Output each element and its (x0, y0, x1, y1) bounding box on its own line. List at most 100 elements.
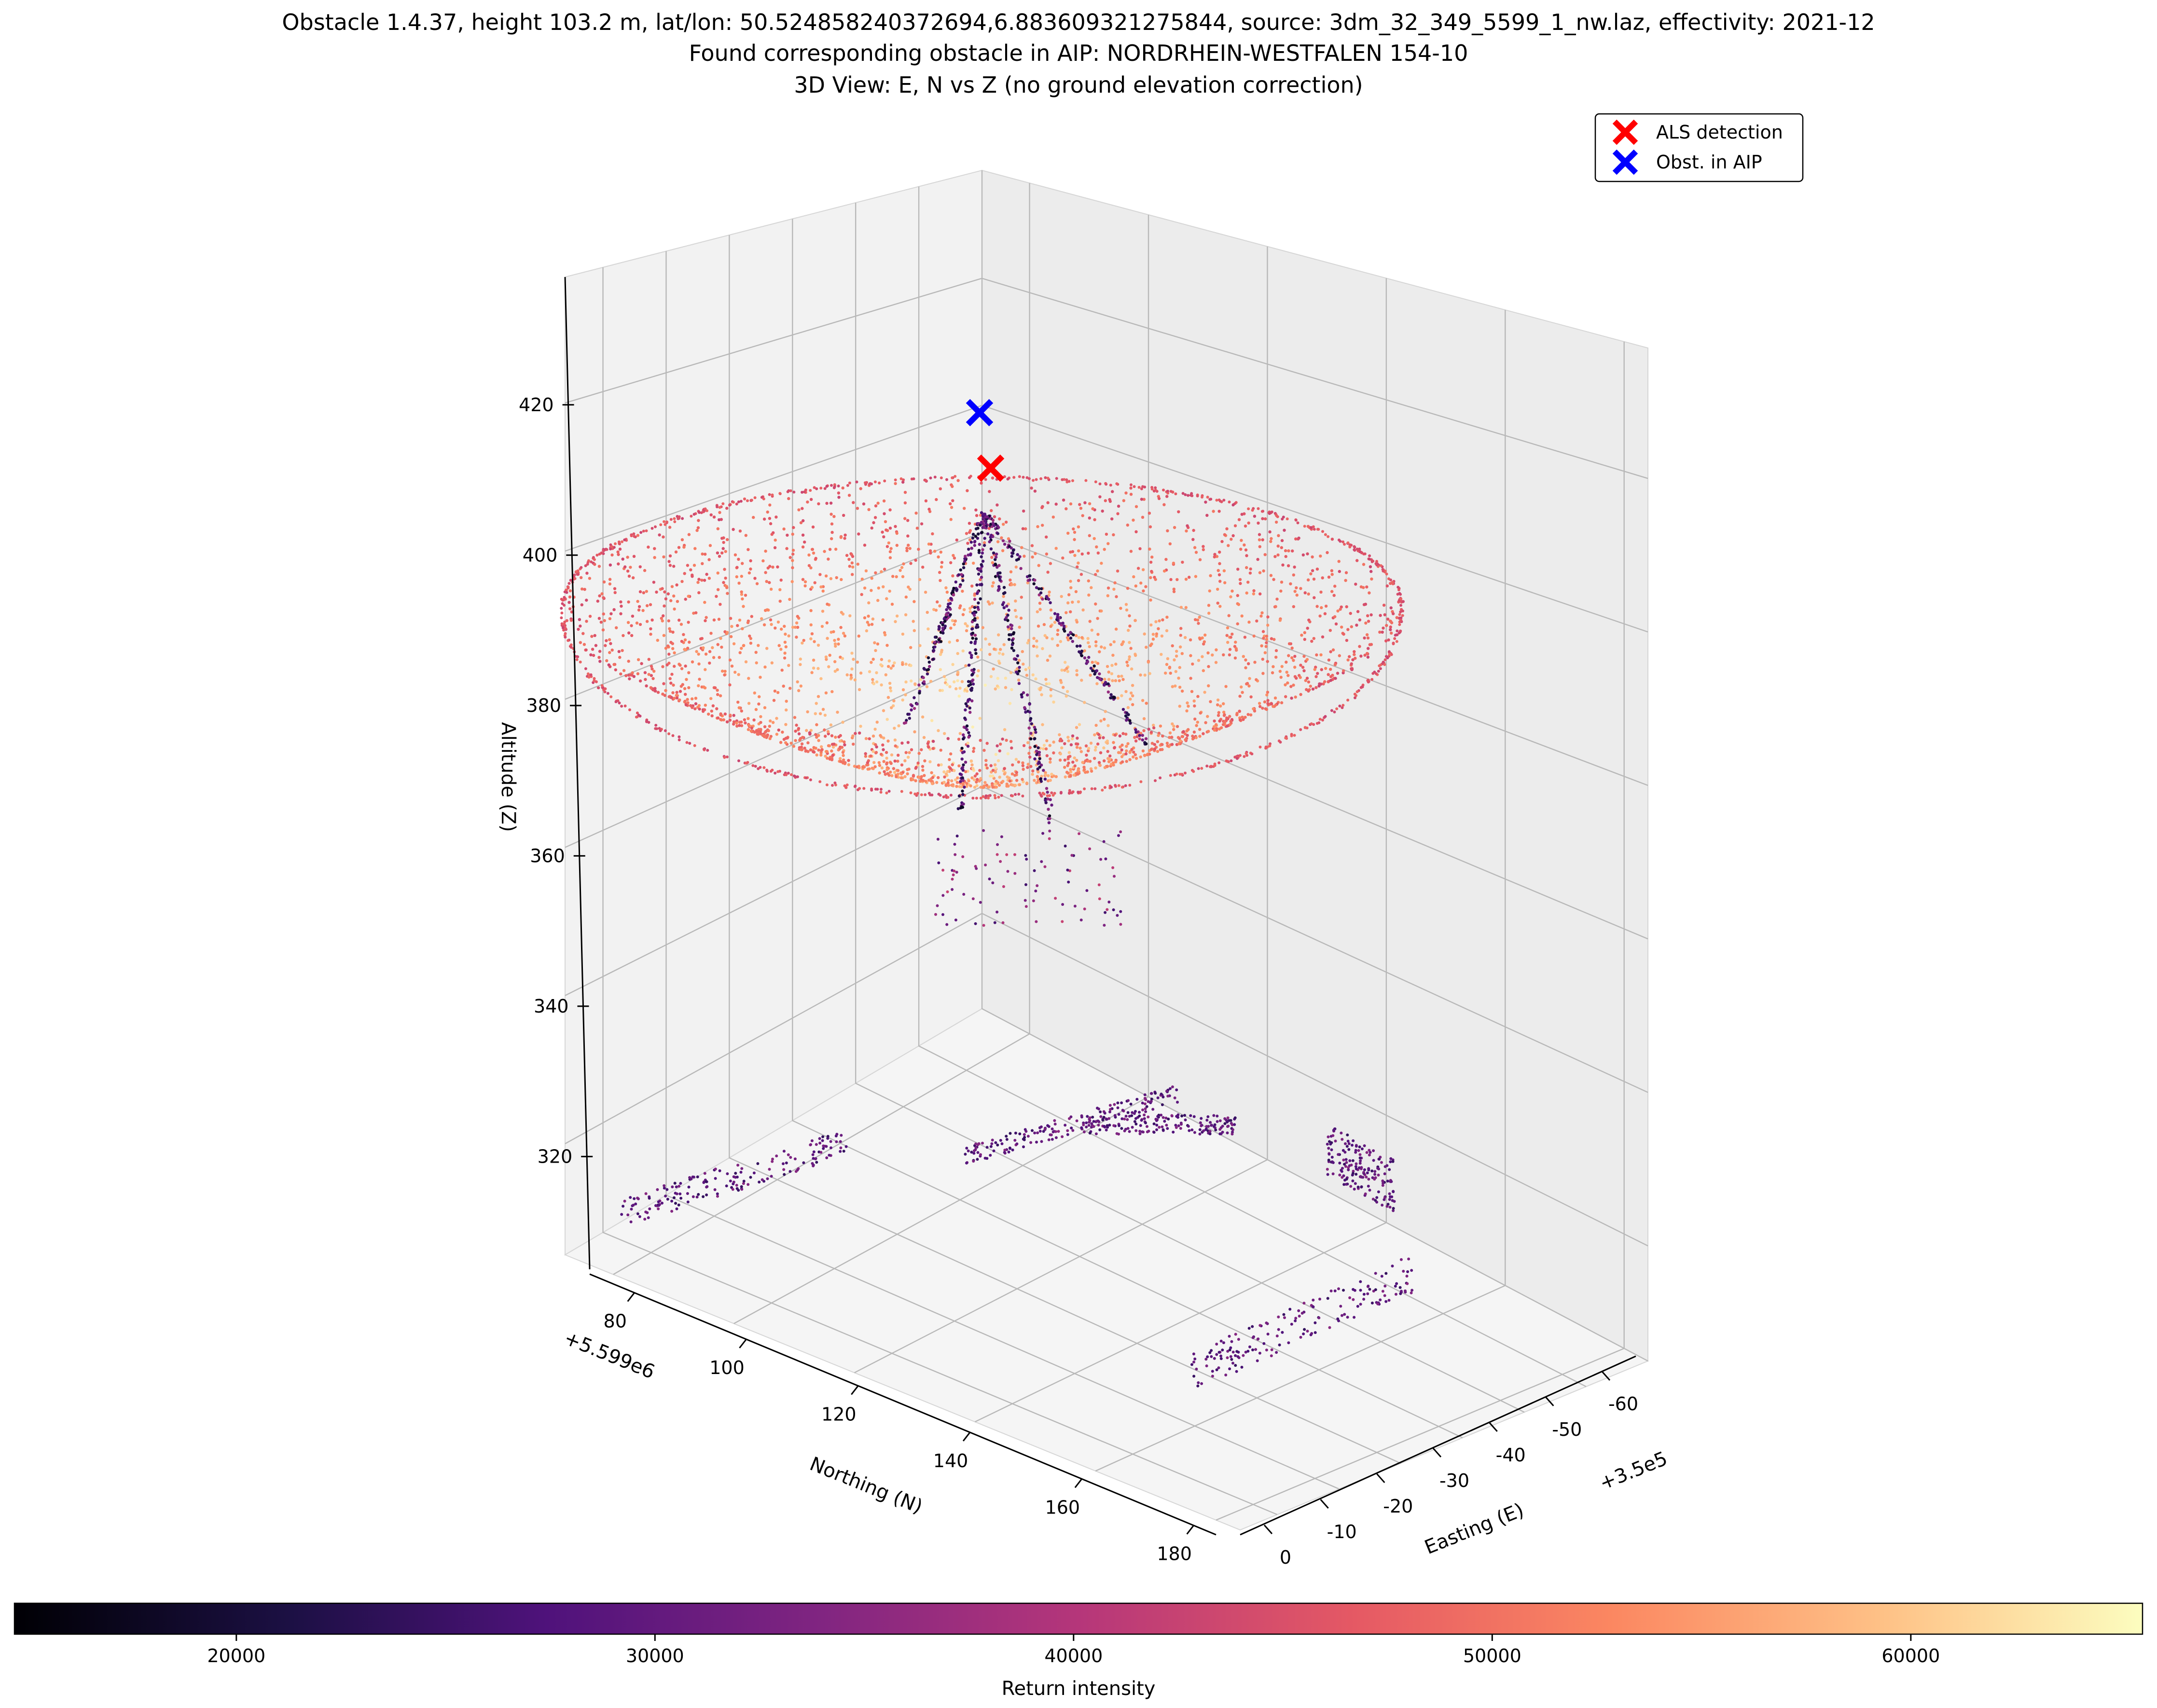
lidar-point (1120, 1117, 1124, 1121)
lidar-point (1096, 676, 1099, 680)
lidar-point (904, 613, 908, 617)
lidar-point (824, 691, 828, 694)
lidar-point (972, 1160, 975, 1163)
lidar-point (718, 506, 721, 509)
lidar-point (1074, 634, 1078, 638)
lidar-point (1003, 767, 1006, 770)
lidar-point (1106, 764, 1109, 768)
lidar-point (1255, 678, 1258, 681)
lidar-point (1349, 611, 1352, 615)
lidar-point (1045, 682, 1048, 686)
lidar-point (1252, 589, 1256, 593)
lidar-point (1359, 585, 1363, 589)
lidar-point (803, 584, 807, 588)
lidar-point (1094, 1120, 1098, 1123)
lidar-point (1384, 639, 1388, 643)
lidar-point (565, 591, 568, 594)
lidar-point (797, 732, 801, 736)
lidar-point (1162, 488, 1165, 492)
lidar-point (629, 1220, 633, 1223)
lidar-point (688, 1176, 691, 1179)
lidar-point (1044, 476, 1047, 479)
lidar-point (1391, 1160, 1395, 1163)
lidar-point (709, 697, 713, 700)
lidar-point (690, 514, 693, 518)
lidar-point (1304, 679, 1307, 682)
colorbar-ticks: 20000 30000 40000 50000 60000 (207, 1634, 1940, 1666)
lidar-point (623, 538, 626, 542)
lidar-point (1358, 645, 1361, 648)
lidar-point (1128, 758, 1132, 762)
lidar-point (1345, 1161, 1348, 1164)
lidar-point (1338, 704, 1341, 708)
lidar-point (687, 621, 690, 624)
lidar-point (1375, 1200, 1379, 1204)
lidar-point (1080, 636, 1084, 639)
lidar-point (1130, 1114, 1134, 1117)
lidar-point (1101, 789, 1104, 792)
lidar-point (1261, 672, 1265, 675)
lidar-point (810, 671, 814, 674)
lidar-point (1204, 721, 1207, 724)
lidar-point (1076, 565, 1079, 569)
lidar-point (608, 582, 612, 586)
lidar-point (663, 1186, 666, 1190)
lidar-point (1362, 563, 1366, 566)
lidar-point (841, 486, 844, 490)
lidar-point (725, 586, 729, 589)
lidar-point (1022, 662, 1025, 666)
lidar-point (603, 690, 607, 694)
lidar-point (1321, 530, 1324, 533)
lidar-point (1391, 1264, 1394, 1268)
lidar-point (982, 543, 986, 547)
lidar-point (1016, 672, 1020, 676)
lidar-point (1010, 646, 1014, 650)
lidar-point (1208, 589, 1211, 593)
lidar-point (1188, 575, 1191, 579)
lidar-point (754, 764, 757, 768)
lidar-point (1214, 661, 1218, 664)
lidar-point (991, 785, 995, 789)
lidar-point (1130, 667, 1134, 671)
lidar-point (1196, 721, 1199, 724)
lidar-point (1195, 1367, 1198, 1371)
lidar-point (1049, 694, 1052, 698)
lidar-point (630, 534, 633, 538)
lidar-point (1225, 759, 1228, 763)
lidar-point (864, 752, 867, 755)
lidar-point (1094, 602, 1097, 606)
lidar-point (1096, 617, 1099, 620)
lidar-point (1285, 670, 1288, 674)
lidar-point (870, 589, 873, 592)
lidar-point (988, 602, 991, 606)
lidar-point (681, 517, 684, 520)
lidar-point (908, 751, 911, 754)
lidar-point (1129, 486, 1133, 490)
lidar-point (1393, 1200, 1396, 1203)
lidar-point (1372, 1149, 1375, 1153)
lidar-point (700, 511, 703, 514)
lidar-point (845, 673, 849, 677)
lidar-point (967, 547, 970, 551)
lidar-point (1220, 500, 1223, 503)
lidar-point (672, 683, 675, 687)
lidar-point (1129, 647, 1133, 650)
lidar-point (976, 674, 979, 678)
lidar-point (793, 774, 796, 778)
lidar-point (1043, 778, 1047, 781)
lidar-point (975, 592, 979, 595)
lidar-point (768, 724, 772, 728)
lidar-point (1087, 579, 1090, 583)
lidar-point (579, 660, 582, 664)
lidar-point (1112, 1124, 1116, 1127)
lidar-point (789, 489, 792, 492)
lidar-point (1394, 1285, 1397, 1288)
lidar-point (715, 595, 718, 598)
lidar-point (833, 642, 837, 646)
lidar-point (1354, 656, 1357, 660)
lidar-point (1399, 610, 1402, 613)
lidar-point (843, 740, 846, 744)
lidar-point (1381, 1179, 1384, 1182)
lidar-point (1168, 731, 1172, 735)
